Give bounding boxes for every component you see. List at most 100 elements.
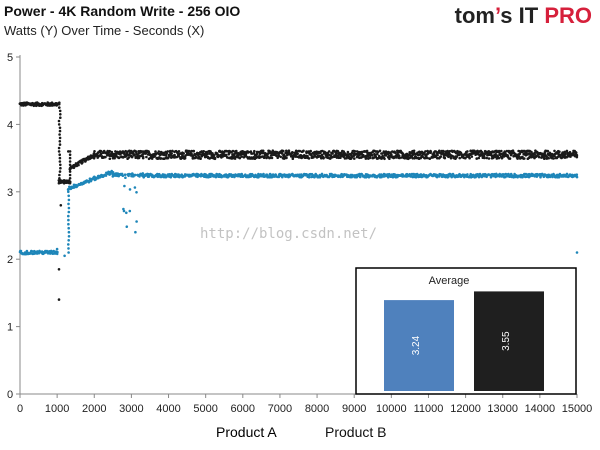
product-b-point: [320, 153, 324, 157]
product-b-point: [279, 155, 283, 159]
product-b-point: [290, 151, 294, 155]
product-b-point: [565, 155, 568, 159]
chart-title: Power - 4K Random Write - 256 OIO: [4, 3, 241, 19]
product-a-point: [262, 173, 265, 176]
product-b-point: [68, 160, 72, 163]
product-b-point: [294, 155, 297, 158]
product-b-point: [523, 157, 526, 160]
product-b-point: [306, 154, 309, 158]
x-tick-label: 10000: [376, 403, 407, 415]
product-b-point: [537, 155, 541, 159]
product-a-point: [128, 188, 132, 191]
product-b-point: [249, 150, 253, 153]
product-a-point: [67, 218, 70, 222]
product-b-point: [363, 150, 367, 153]
product-b-point: [211, 152, 214, 155]
product-b-point: [192, 149, 195, 153]
product-b-point: [212, 153, 216, 157]
x-tick-label: 1000: [45, 403, 69, 415]
product-b-point: [494, 155, 497, 158]
product-b-point: [217, 154, 220, 158]
product-b-point: [364, 156, 368, 160]
product-a-point: [387, 172, 391, 176]
product-b-point: [543, 157, 546, 160]
product-b-point: [434, 150, 438, 153]
product-a-point: [67, 243, 70, 246]
x-tick-label: 5000: [193, 403, 217, 415]
product-b-point: [454, 156, 458, 159]
product-a-point: [28, 252, 32, 255]
product-b-point: [68, 170, 72, 173]
product-a-point-outlier: [63, 254, 66, 258]
product-b-point: [282, 149, 285, 153]
product-a-point: [87, 179, 90, 183]
product-b-point: [483, 156, 486, 160]
product-a-point: [128, 209, 132, 213]
product-a-point: [67, 226, 70, 230]
product-b-point: [383, 157, 386, 161]
product-b-point: [487, 157, 491, 160]
product-b-point: [558, 150, 561, 153]
product-b-point: [424, 150, 427, 153]
product-b-point: [68, 180, 72, 183]
product-b-point: [376, 152, 379, 156]
product-b-point: [426, 156, 429, 160]
product-a-point: [535, 175, 539, 178]
product-b-point: [500, 152, 503, 156]
product-b-point: [153, 155, 156, 158]
product-a-point: [122, 207, 125, 211]
product-b-point: [117, 156, 121, 160]
product-b-point: [57, 146, 61, 150]
product-b-point-outlier: [59, 204, 63, 207]
average-title: Average: [429, 275, 470, 287]
product-a-point: [72, 183, 76, 187]
product-b-point: [553, 149, 556, 153]
x-tick-label: 2000: [82, 403, 106, 415]
product-b-point: [411, 157, 415, 160]
product-a-point: [49, 249, 53, 253]
product-b-point: [108, 149, 111, 153]
product-b-point: [68, 166, 72, 170]
product-b-point: [99, 152, 103, 156]
product-b-point: [397, 154, 401, 158]
product-a-point: [209, 175, 212, 178]
watermark-text: http://blog.csdn.net/: [200, 226, 378, 242]
product-a-point: [125, 225, 129, 228]
product-b-point: [58, 173, 61, 177]
product-b-point-outlier: [57, 268, 61, 271]
product-a-point: [169, 175, 173, 179]
product-b-point: [57, 102, 61, 106]
product-b-point: [228, 152, 231, 155]
product-b-point: [168, 149, 172, 153]
product-b-point: [562, 152, 565, 156]
product-b-point: [552, 157, 555, 160]
product-a-point: [67, 198, 71, 202]
product-b-point: [353, 157, 356, 160]
product-a-point: [133, 186, 137, 189]
product-a-point: [67, 194, 70, 198]
product-a-point: [124, 176, 127, 179]
x-tick-label: 8000: [305, 403, 329, 415]
product-b-point: [99, 149, 102, 153]
product-b-point: [246, 151, 250, 154]
product-b-point: [108, 157, 112, 160]
product-b-point: [58, 143, 62, 146]
product-b-point: [388, 157, 391, 160]
product-b-point: [182, 152, 185, 155]
product-b-point: [68, 150, 72, 153]
product-b-point: [171, 149, 174, 153]
product-b-point: [68, 173, 72, 177]
product-b-point: [238, 156, 242, 160]
product-b-point: [416, 153, 420, 157]
product-b-point: [492, 156, 495, 160]
product-b-point: [394, 151, 397, 155]
product-b-point: [124, 149, 127, 153]
product-b-point: [331, 155, 334, 159]
product-b-point: [575, 155, 579, 159]
product-b-point: [166, 156, 169, 160]
product-b-point-outlier: [67, 150, 70, 153]
product-b-point: [307, 157, 311, 160]
product-a-point: [507, 172, 510, 176]
product-b-point: [322, 156, 325, 159]
product-a-point: [122, 209, 126, 213]
